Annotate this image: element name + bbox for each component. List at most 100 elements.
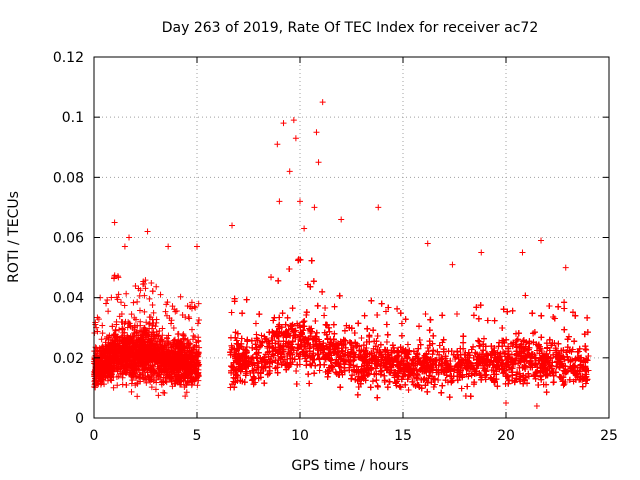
data-point (137, 318, 144, 325)
data-point (99, 330, 106, 337)
data-point (174, 361, 181, 368)
data-point (141, 344, 148, 351)
data-point (165, 332, 172, 339)
data-point (104, 296, 111, 303)
data-point (174, 351, 181, 358)
data-point (169, 365, 176, 372)
data-point (172, 373, 179, 380)
data-point (95, 316, 102, 323)
data-point (195, 349, 202, 356)
data-point (107, 373, 114, 380)
data-point (107, 348, 114, 355)
data-point (93, 368, 100, 375)
data-point (141, 308, 148, 315)
data-point (134, 393, 141, 400)
data-point (134, 380, 141, 387)
data-point (128, 380, 135, 387)
data-point (146, 295, 153, 302)
data-point (117, 344, 124, 351)
data-point (188, 382, 195, 389)
data-point (122, 369, 129, 376)
data-point (187, 374, 194, 381)
data-point (195, 300, 202, 307)
data-point (94, 328, 101, 335)
data-point (162, 375, 169, 382)
data-point (105, 363, 112, 370)
data-point (187, 303, 194, 310)
data-point (110, 332, 117, 339)
data-point (147, 367, 154, 374)
data-point (171, 373, 178, 380)
data-point (175, 344, 182, 351)
data-point (123, 290, 130, 297)
data-point (99, 322, 106, 329)
data-point (179, 353, 186, 360)
data-point (130, 299, 137, 306)
data-point (166, 356, 173, 363)
data-point (150, 378, 157, 385)
x-axis-title: GPS time / hours (291, 458, 408, 474)
data-point (155, 332, 162, 339)
data-point (195, 320, 202, 327)
data-point (181, 383, 188, 390)
data-point (183, 354, 190, 361)
data-point (96, 361, 103, 368)
data-point (195, 316, 202, 323)
data-point (175, 338, 182, 345)
data-point (168, 347, 175, 354)
data-point (148, 332, 155, 339)
data-point (148, 339, 155, 346)
data-point (159, 332, 166, 339)
data-point (192, 353, 199, 360)
data-point (182, 363, 189, 370)
data-point (119, 371, 126, 378)
data-point (164, 335, 171, 342)
data-point (98, 377, 105, 384)
data-point (148, 280, 155, 287)
data-point (134, 298, 141, 305)
data-point (104, 377, 111, 384)
data-point (138, 358, 145, 365)
data-point (111, 350, 118, 357)
data-point (105, 342, 112, 349)
data-point (115, 373, 122, 380)
data-point (111, 274, 118, 281)
data-point (148, 354, 155, 361)
data-point (195, 338, 202, 345)
data-point (105, 308, 112, 315)
data-point (133, 328, 140, 335)
data-point (122, 358, 129, 365)
data-point (182, 393, 189, 400)
data-point (168, 376, 175, 383)
data-point (154, 372, 161, 379)
data-point (159, 325, 166, 332)
data-point (144, 339, 151, 346)
data-point (171, 306, 178, 313)
data-point (164, 368, 171, 375)
data-point (153, 316, 160, 323)
data-point (139, 334, 146, 341)
data-point (163, 365, 170, 372)
data-point (137, 327, 144, 334)
data-point (102, 374, 109, 381)
y-axis-title: ROTI / TECUs (6, 191, 22, 283)
data-point (140, 331, 147, 338)
data-point (180, 331, 187, 338)
data-point (130, 362, 137, 369)
data-point (182, 358, 189, 365)
data-point (162, 308, 169, 315)
data-point (163, 312, 170, 319)
data-point (149, 325, 156, 332)
data-point (150, 320, 157, 327)
data-point (131, 360, 138, 367)
data-point (156, 328, 163, 335)
data-point (185, 379, 192, 386)
data-point (120, 346, 127, 353)
data-points (91, 99, 592, 409)
data-point (99, 362, 106, 369)
data-point (121, 365, 128, 372)
data-point (177, 293, 184, 300)
data-point (126, 344, 133, 351)
data-point (183, 389, 190, 396)
